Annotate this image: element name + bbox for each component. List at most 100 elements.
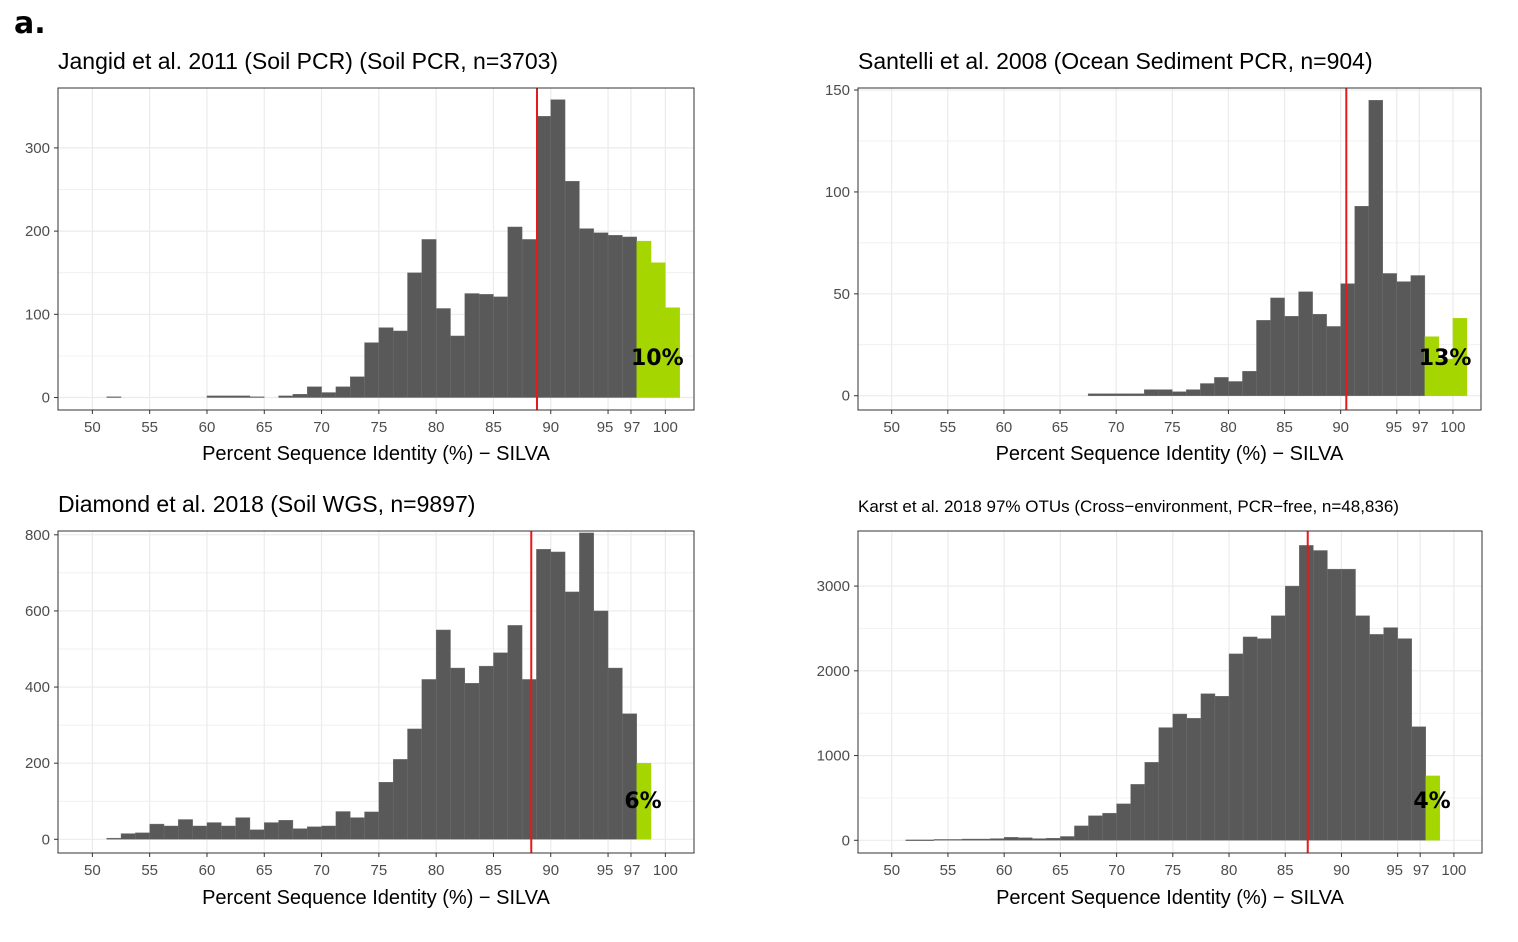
histogram-bar: [1256, 320, 1271, 396]
histogram-bar: [1200, 383, 1215, 396]
percent-above-97-label: 4%: [1413, 789, 1450, 814]
histogram-bar: [1369, 634, 1384, 841]
histogram-bar-highlight: [665, 307, 680, 398]
x-tick-label: 80: [428, 862, 445, 879]
histogram-bar: [607, 235, 623, 398]
histogram-bar: [278, 395, 294, 398]
chart-title: Santelli et al. 2008 (Ocean Sediment PCR…: [858, 48, 1373, 74]
x-tick-label: 90: [542, 862, 559, 879]
histogram-bar: [550, 551, 566, 840]
y-tick-label: 150: [825, 82, 850, 99]
histogram-bar: [1354, 206, 1369, 396]
histogram-bar: [933, 839, 949, 841]
histogram-bar: [947, 839, 963, 841]
histogram-bar: [1116, 803, 1131, 841]
y-tick-label: 0: [842, 388, 850, 405]
chart-title: Diamond et al. 2018 (Soil WGS, n=9897): [58, 491, 476, 517]
histogram-bar: [1214, 696, 1230, 841]
y-tick-label: 100: [25, 306, 50, 323]
x-tick-label: 75: [1164, 419, 1181, 436]
histogram-bar: [564, 591, 580, 840]
histogram-bar: [221, 395, 236, 398]
histogram-bar: [350, 376, 365, 398]
histogram-bar: [1228, 653, 1244, 841]
x-tick-label: 65: [256, 419, 273, 436]
x-axis-label: Percent Sequence Identity (%) − SILVA: [202, 443, 550, 465]
x-tick-label: 55: [141, 862, 158, 879]
histogram-bar: [1186, 389, 1201, 396]
histogram-bar: [1355, 615, 1370, 841]
histogram-bar: [1115, 393, 1131, 396]
histogram-bar: [1270, 297, 1285, 396]
histogram-bar: [1383, 627, 1398, 841]
y-tick-label: 1000: [817, 748, 850, 765]
histogram-bar: [1018, 837, 1033, 841]
x-tick-label: 50: [84, 862, 101, 879]
x-tick-label: 65: [1052, 419, 1069, 436]
histogram-bar: [478, 294, 494, 398]
histogram-bar: [435, 629, 451, 840]
histogram-bar: [593, 610, 609, 840]
x-tick-label: 50: [883, 862, 900, 879]
x-tick-label: 60: [996, 419, 1013, 436]
histogram-bar: [1341, 568, 1356, 841]
histogram-bar: [607, 667, 623, 840]
histogram-bar: [1382, 273, 1398, 396]
histogram-bar: [392, 330, 408, 398]
plot-border: [57, 530, 695, 854]
x-tick-label: 85: [1277, 862, 1294, 879]
histogram-bar: [1087, 393, 1103, 396]
histogram-plot: 0 50 100 150 50 55 60 65 70 75 80 85 90 95 97 100 Percen…: [825, 82, 1482, 465]
x-tick-label: 80: [1220, 419, 1237, 436]
histogram-bar: [350, 817, 365, 840]
x-tick-label: 97: [624, 862, 641, 879]
x-tick-label: 97: [1412, 419, 1429, 436]
x-tick-label: 97: [624, 419, 641, 436]
plot-border: [857, 87, 1482, 411]
histogram-bar: [421, 679, 437, 840]
histogram-bar: [579, 532, 594, 840]
histogram-bar: [407, 728, 423, 840]
histogram-bar: [961, 838, 977, 841]
histogram-bar: [1411, 726, 1426, 841]
histogram-bar: [1312, 314, 1327, 396]
histogram-plot: 0 1000 2000 3000 50 55 60 65 70 75 80 85 90 95 97 100 Pe…: [817, 530, 1483, 909]
histogram-bar: [192, 825, 208, 840]
x-tick-label: 70: [313, 862, 330, 879]
histogram-bar: [292, 828, 308, 840]
histogram-bar: [1158, 389, 1173, 396]
chart-panel-santelli-2008: Santelli et al. 2008 (Ocean Sediment PCR…: [759, 0, 1518, 471]
x-tick-label: 70: [1108, 862, 1125, 879]
chart-panel-jangid-2011: Jangid et al. 2011 (Soil PCR) (Soil PCR,…: [0, 0, 759, 471]
x-tick-label: 97: [1413, 862, 1430, 879]
x-tick-label: 100: [653, 419, 678, 436]
histogram-bar: [135, 832, 150, 840]
histogram-bar: [579, 228, 594, 398]
x-tick-label: 90: [1333, 862, 1350, 879]
x-tick-label: 90: [1332, 419, 1349, 436]
y-tick-label: 200: [25, 755, 50, 772]
histogram-bar: [221, 825, 236, 840]
histogram-bar: [1172, 391, 1187, 396]
percent-above-97-label: 13%: [1419, 346, 1472, 371]
x-tick-label: 70: [1108, 419, 1125, 436]
x-axis-label: Percent Sequence Identity (%) − SILVA: [996, 443, 1344, 465]
histogram-bar: [1340, 283, 1355, 396]
histogram-bar: [1368, 100, 1383, 396]
histogram-bar: [321, 392, 337, 398]
histogram-bar: [1158, 727, 1174, 841]
histogram-bar: [106, 396, 122, 398]
histogram-bar: [1172, 713, 1188, 841]
y-tick-label: 0: [842, 832, 850, 849]
histogram-bar-highlight: [650, 262, 666, 398]
histogram-plot: 0 200 400 600 800 50 55 60 65 70 75 80 85 90 95 97 100 Pe…: [25, 527, 695, 909]
histogram-bar: [435, 308, 451, 398]
histogram-bar: [550, 99, 566, 398]
y-tick-label: 2000: [817, 663, 850, 680]
x-tick-label: 85: [485, 419, 502, 436]
histogram-bar: [249, 396, 265, 398]
histogram-bar: [1397, 638, 1412, 841]
histogram-bar: [1396, 281, 1412, 396]
histogram-bar: [1242, 636, 1258, 841]
y-tick-label: 0: [42, 831, 50, 848]
